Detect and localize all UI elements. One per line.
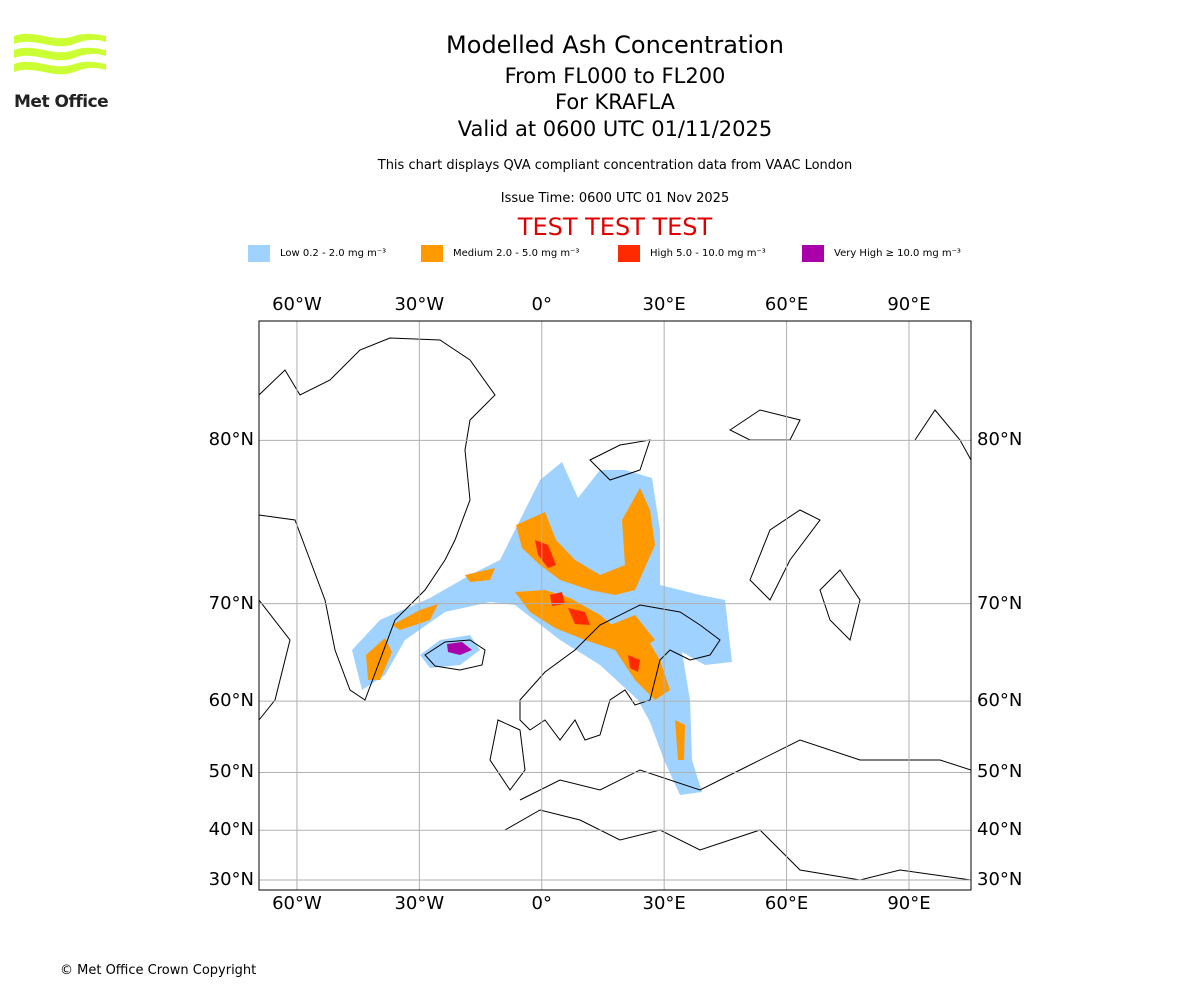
legend-label: Very High ≥ 10.0 mg m⁻³ — [834, 248, 961, 259]
lat-tick-label-left: 80°N — [208, 429, 254, 451]
lat-tick-label-right: 50°N — [977, 761, 1023, 783]
lat-tick-label-right: 40°N — [977, 819, 1023, 841]
lon-tick-label-bottom: 60°E — [764, 893, 809, 914]
ash-high — [535, 540, 640, 672]
ash-medium — [366, 488, 685, 760]
copyright: © Met Office Crown Copyright — [60, 963, 257, 978]
ash-very-high — [447, 642, 472, 655]
map-frame — [258, 320, 972, 891]
lat-tick-label-right: 80°N — [977, 429, 1023, 451]
lon-tick-label-top: 30°W — [394, 294, 445, 315]
subtitle: This chart displays QVA compliant concen… — [377, 158, 853, 173]
legend-swatch — [618, 245, 640, 262]
lon-tick-label-bottom: 0° — [531, 893, 552, 914]
lon-tick-label-bottom: 30°E — [642, 893, 686, 914]
lat-tick-label-right: 60°N — [977, 690, 1023, 712]
lon-tick-label-bottom: 60°W — [272, 893, 322, 914]
legend-low: Low 0.2 - 2.0 mg m⁻³ — [248, 245, 386, 262]
lat-tick-label-left: 70°N — [208, 592, 254, 614]
logo-text: Met Office — [14, 92, 109, 112]
flight-levels: From FL000 to FL200 — [504, 64, 726, 88]
coastlines — [259, 337, 971, 881]
valid-time: Valid at 0600 UTC 01/11/2025 — [457, 117, 773, 141]
met-office-waves-icon — [14, 33, 106, 75]
test-banner: TEST TEST TEST — [517, 213, 713, 241]
lon-tick-label-top: 90°E — [887, 294, 931, 315]
legend-swatch — [248, 245, 270, 262]
lat-tick-label-left: 40°N — [208, 819, 254, 841]
graticule — [259, 321, 971, 890]
chart-title: Modelled Ash Concentration — [446, 31, 784, 59]
legend-label: Medium 2.0 - 5.0 mg m⁻³ — [453, 248, 580, 259]
legend-medium: Medium 2.0 - 5.0 mg m⁻³ — [421, 245, 579, 262]
lat-tick-label-left: 30°N — [208, 869, 254, 890]
legend-label: Low 0.2 - 2.0 mg m⁻³ — [280, 248, 387, 259]
legend-swatch — [802, 245, 824, 262]
legend-swatch — [421, 245, 443, 262]
volcano-name: For KRAFLA — [555, 90, 675, 114]
lon-tick-label-top: 60°E — [764, 294, 809, 315]
lon-tick-label-bottom: 90°E — [887, 893, 931, 914]
lat-tick-label-right: 70°N — [977, 592, 1023, 614]
lon-tick-label-top: 0° — [531, 294, 552, 315]
legend-high: High 5.0 - 10.0 mg m⁻³ — [618, 245, 766, 262]
lat-tick-label-right: 30°N — [977, 869, 1023, 890]
lon-tick-label-top: 30°E — [642, 294, 686, 315]
legend-very-high: Very High ≥ 10.0 mg m⁻³ — [802, 245, 961, 262]
lat-tick-label-left: 50°N — [208, 761, 254, 783]
lon-tick-label-top: 60°W — [272, 294, 322, 315]
lat-tick-label-left: 60°N — [208, 690, 254, 712]
met-office-logo: Met Office — [14, 30, 109, 112]
lon-tick-label-bottom: 30°W — [394, 893, 445, 914]
legend-label: High 5.0 - 10.0 mg m⁻³ — [650, 248, 766, 259]
issue-time: Issue Time: 0600 UTC 01 Nov 2025 — [500, 191, 730, 206]
